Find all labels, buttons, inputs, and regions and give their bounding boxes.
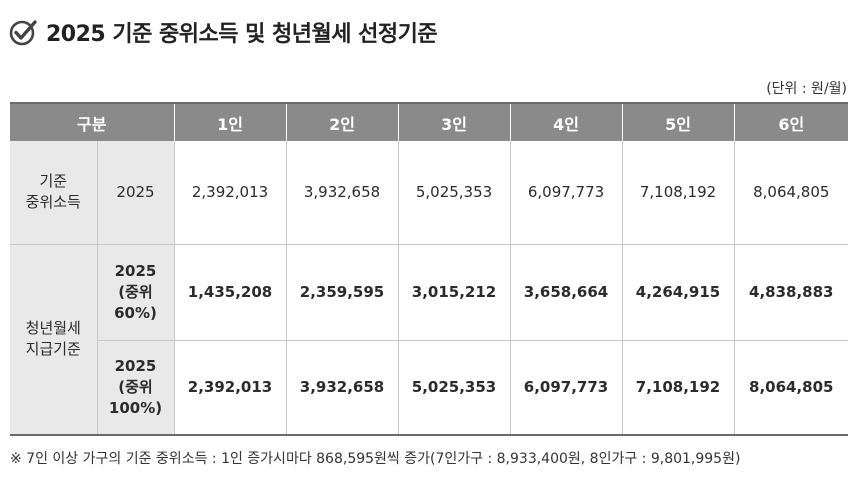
table-cell: 8,064,805 bbox=[733, 340, 849, 435]
category-label: 청년월세 지급기준 bbox=[25, 318, 81, 359]
table-cell: 4,264,915 bbox=[621, 244, 735, 341]
check-circle-icon bbox=[9, 20, 37, 46]
table-cell: 3,932,658 bbox=[285, 340, 399, 435]
median-income-year: 2025 bbox=[96, 141, 175, 245]
title-bar: 2025 기준 중위소득 및 청년월세 선정기준 bbox=[8, 12, 438, 52]
header-row: 구분 1인 2인 3인 4인 5인 6인 bbox=[10, 103, 849, 141]
table-cell: 5,025,353 bbox=[397, 141, 511, 245]
header-2-person: 2인 bbox=[285, 103, 399, 141]
header-1-person: 1인 bbox=[173, 103, 287, 141]
header-5-person: 5인 bbox=[621, 103, 735, 141]
table-cell: 8,064,805 bbox=[733, 141, 849, 245]
table-cell: 1,435,208 bbox=[173, 244, 287, 341]
table-cell: 5,025,353 bbox=[397, 340, 511, 435]
category-label: 기준 중위소득 bbox=[25, 171, 81, 212]
table-cell: 3,015,212 bbox=[397, 244, 511, 341]
unit-note: (단위 : 원/월) bbox=[766, 81, 847, 97]
header-3-person: 3인 bbox=[397, 103, 511, 141]
income-criteria-table: 구분 1인 2인 3인 4인 5인 6인 기준 중위소득 2025 2,392,… bbox=[10, 102, 849, 436]
table-row: 2025 (중위 100%) 2,392,013 3,932,658 5,025… bbox=[10, 340, 849, 435]
table-cell: 6,097,773 bbox=[509, 141, 623, 245]
footnote: ※ 7인 이상 가구의 기준 중위소득 : 1인 증가시마다 868,595원씩… bbox=[10, 451, 741, 467]
page-title: 2025 기준 중위소득 및 청년월세 선정기준 bbox=[46, 22, 438, 47]
table-cell: 4,838,883 bbox=[733, 244, 849, 341]
header-6-person: 6인 bbox=[733, 103, 849, 141]
table-cell: 2,392,013 bbox=[173, 141, 287, 245]
header-category: 구분 bbox=[10, 103, 175, 141]
table-row: 청년월세 지급기준 2025 (중위 60%) 1,435,208 2,359,… bbox=[10, 244, 849, 436]
table-row: 기준 중위소득 2025 2,392,013 3,932,658 5,025,3… bbox=[10, 141, 849, 245]
header-4-person: 4인 bbox=[509, 103, 623, 141]
row-label: 2025 (중위 60%) bbox=[114, 261, 157, 322]
row-label: 2025 (중위 100%) bbox=[108, 356, 163, 417]
table-cell: 7,108,192 bbox=[621, 340, 735, 435]
table-cell: 2,359,595 bbox=[285, 244, 399, 341]
table-cell: 2,392,013 bbox=[173, 340, 287, 435]
table-cell: 7,108,192 bbox=[621, 141, 735, 245]
table-cell: 3,932,658 bbox=[285, 141, 399, 245]
median-income-category: 기준 중위소득 bbox=[10, 141, 97, 245]
table-cell: 3,658,664 bbox=[509, 244, 623, 341]
youth-rent-category: 청년월세 지급기준 bbox=[10, 244, 97, 436]
youth-rent-60-label: 2025 (중위 60%) bbox=[96, 244, 175, 341]
table-cell: 6,097,773 bbox=[509, 340, 623, 435]
youth-rent-100-label: 2025 (중위 100%) bbox=[96, 340, 175, 435]
